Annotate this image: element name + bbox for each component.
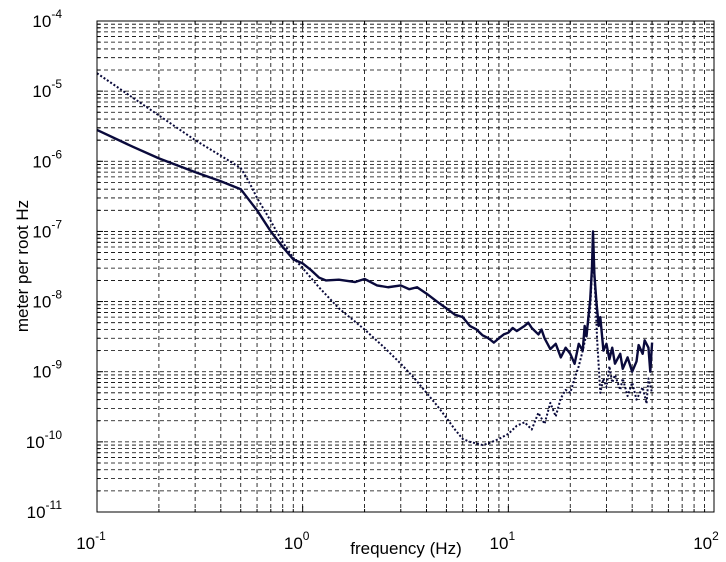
x-tick-labels: 10-1 100 101 102 bbox=[76, 529, 719, 553]
tick-marks bbox=[96, 21, 714, 513]
y-tick-labels: 10-11 10-10 10-9 10-8 10-7 10-6 10-5 10-4 bbox=[26, 7, 63, 522]
series-layer bbox=[96, 72, 654, 447]
x-tick-label: 100 bbox=[284, 529, 310, 553]
y-tick-label: 10-7 bbox=[32, 217, 62, 241]
y-tick-label: 10-8 bbox=[32, 288, 62, 312]
x-axis-label: frequency (Hz) bbox=[350, 539, 461, 558]
x-tick-label: 101 bbox=[490, 529, 516, 553]
plot-frame bbox=[96, 20, 715, 513]
series-line-dotted bbox=[96, 72, 654, 447]
series-line-solid bbox=[96, 128, 654, 373]
plot-area bbox=[97, 21, 714, 512]
y-tick-label: 10-10 bbox=[26, 428, 63, 452]
y-tick-label: 10-5 bbox=[32, 77, 62, 101]
x-tick-label: 10-1 bbox=[76, 529, 106, 553]
y-tick-label: 10-4 bbox=[32, 7, 62, 31]
x-tick-label: 102 bbox=[693, 529, 719, 553]
y-tick-label: 10-11 bbox=[27, 498, 63, 522]
y-tick-label: 10-6 bbox=[32, 147, 62, 171]
y-tick-label: 10-9 bbox=[32, 358, 62, 382]
y-axis-label: meter per root Hz bbox=[13, 200, 32, 332]
grid bbox=[97, 21, 714, 512]
